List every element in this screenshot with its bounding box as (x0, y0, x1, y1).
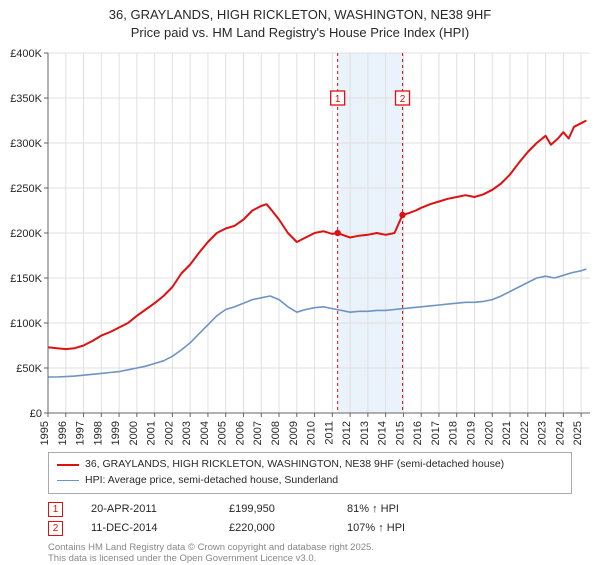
legend-item: 36, GRAYLANDS, HIGH RICKLETON, WASHINGTO… (57, 457, 563, 473)
x-tick-label: 2006 (234, 421, 246, 445)
x-tick-label: 2019 (465, 421, 477, 445)
title-line1: 36, GRAYLANDS, HIGH RICKLETON, WASHINGTO… (10, 6, 590, 24)
attribution-line1: Contains HM Land Registry data © Crown c… (48, 542, 572, 554)
x-tick-label: 1999 (110, 421, 122, 445)
legend-label: 36, GRAYLANDS, HIGH RICKLETON, WASHINGTO… (85, 457, 504, 473)
attribution-line2: This data is licensed under the Open Gov… (48, 553, 572, 565)
x-tick-label: 2011 (323, 421, 335, 445)
x-tick-label: 2002 (163, 421, 175, 445)
sale-price: £220,000 (229, 522, 319, 534)
x-tick-label: 2018 (448, 421, 460, 445)
sale-row: 2 11-DEC-2014 £220,000 107% ↑ HPI (48, 519, 572, 538)
x-tick-label: 2009 (288, 421, 300, 445)
x-tick-label: 2004 (199, 421, 211, 445)
x-tick-label: 2022 (519, 421, 531, 445)
legend-swatch (57, 464, 79, 466)
x-tick-label: 2010 (306, 421, 318, 445)
x-tick-label: 2008 (270, 421, 282, 445)
x-tick-label: 2000 (128, 421, 140, 445)
x-tick-label: 2017 (430, 421, 442, 445)
chart-area: 1 2 £0 £50K £100K £150K £200K £250K £300K £350K £4… (0, 43, 600, 448)
x-tick-label: 1998 (92, 421, 104, 445)
x-tick-label: 1997 (75, 421, 87, 445)
x-tick-label: 1996 (57, 421, 69, 445)
x-tick-label: 2003 (181, 421, 193, 445)
y-tick-label: £200K (10, 228, 42, 240)
x-tick-label: 2013 (359, 421, 371, 445)
sales-table: 1 20-APR-2011 £199,950 81% ↑ HPI 2 11-DEC-201… (48, 500, 572, 538)
sale-label-num: 1 (335, 94, 341, 105)
x-tick-label: 2023 (537, 421, 549, 445)
sale-date: 11-DEC-2014 (91, 522, 201, 534)
y-tick-label: £300K (10, 138, 42, 150)
x-tick-label: 2015 (394, 421, 406, 445)
y-tick-label: £400K (10, 48, 42, 60)
y-tick-label: £0 (30, 408, 42, 420)
y-tick-label: £250K (10, 183, 42, 195)
x-tick-label: 2005 (217, 421, 229, 445)
sale-point (399, 212, 405, 218)
title-line2: Price paid vs. HM Land Registry's House … (10, 24, 590, 42)
series-price_paid (48, 121, 586, 350)
chart-title: 36, GRAYLANDS, HIGH RICKLETON, WASHINGTO… (0, 0, 600, 43)
x-tick-label: 2020 (483, 421, 495, 445)
sale-num-box: 1 (48, 502, 63, 517)
x-tick-label: 1995 (39, 421, 51, 445)
y-tick-label: £150K (10, 273, 42, 285)
y-tick-label: £350K (10, 93, 42, 105)
x-tick-label: 2007 (252, 421, 264, 445)
sale-price: £199,950 (229, 503, 319, 515)
sale-num-box: 2 (48, 521, 63, 536)
attribution: Contains HM Land Registry data © Crown c… (48, 542, 572, 565)
sale-row: 1 20-APR-2011 £199,950 81% ↑ HPI (48, 500, 572, 519)
y-tick-label: £50K (16, 363, 42, 375)
x-tick-label: 2014 (377, 421, 389, 445)
sale-date: 20-APR-2011 (91, 503, 201, 515)
x-tick-label: 2001 (146, 421, 158, 445)
sale-label-num: 2 (400, 94, 406, 105)
x-tick-label: 2024 (554, 421, 566, 445)
legend-item: HPI: Average price, semi-detached house,… (57, 473, 563, 489)
x-tick-label: 2021 (501, 421, 513, 445)
sale-hpi: 107% ↑ HPI (347, 522, 457, 534)
sale-hpi: 81% ↑ HPI (347, 503, 457, 515)
line-chart-svg: 1 2 £0 £50K £100K £150K £200K £250K £300K £350K £4… (0, 43, 600, 448)
x-tick-label: 2025 (572, 421, 584, 445)
legend-box: 36, GRAYLANDS, HIGH RICKLETON, WASHINGTO… (48, 452, 572, 494)
x-tick-label: 2012 (341, 421, 353, 445)
legend-label: HPI: Average price, semi-detached house,… (85, 473, 338, 489)
sale-point (334, 230, 340, 236)
x-tick-label: 2016 (412, 421, 424, 445)
y-tick-label: £100K (10, 318, 42, 330)
legend-swatch (57, 480, 79, 481)
